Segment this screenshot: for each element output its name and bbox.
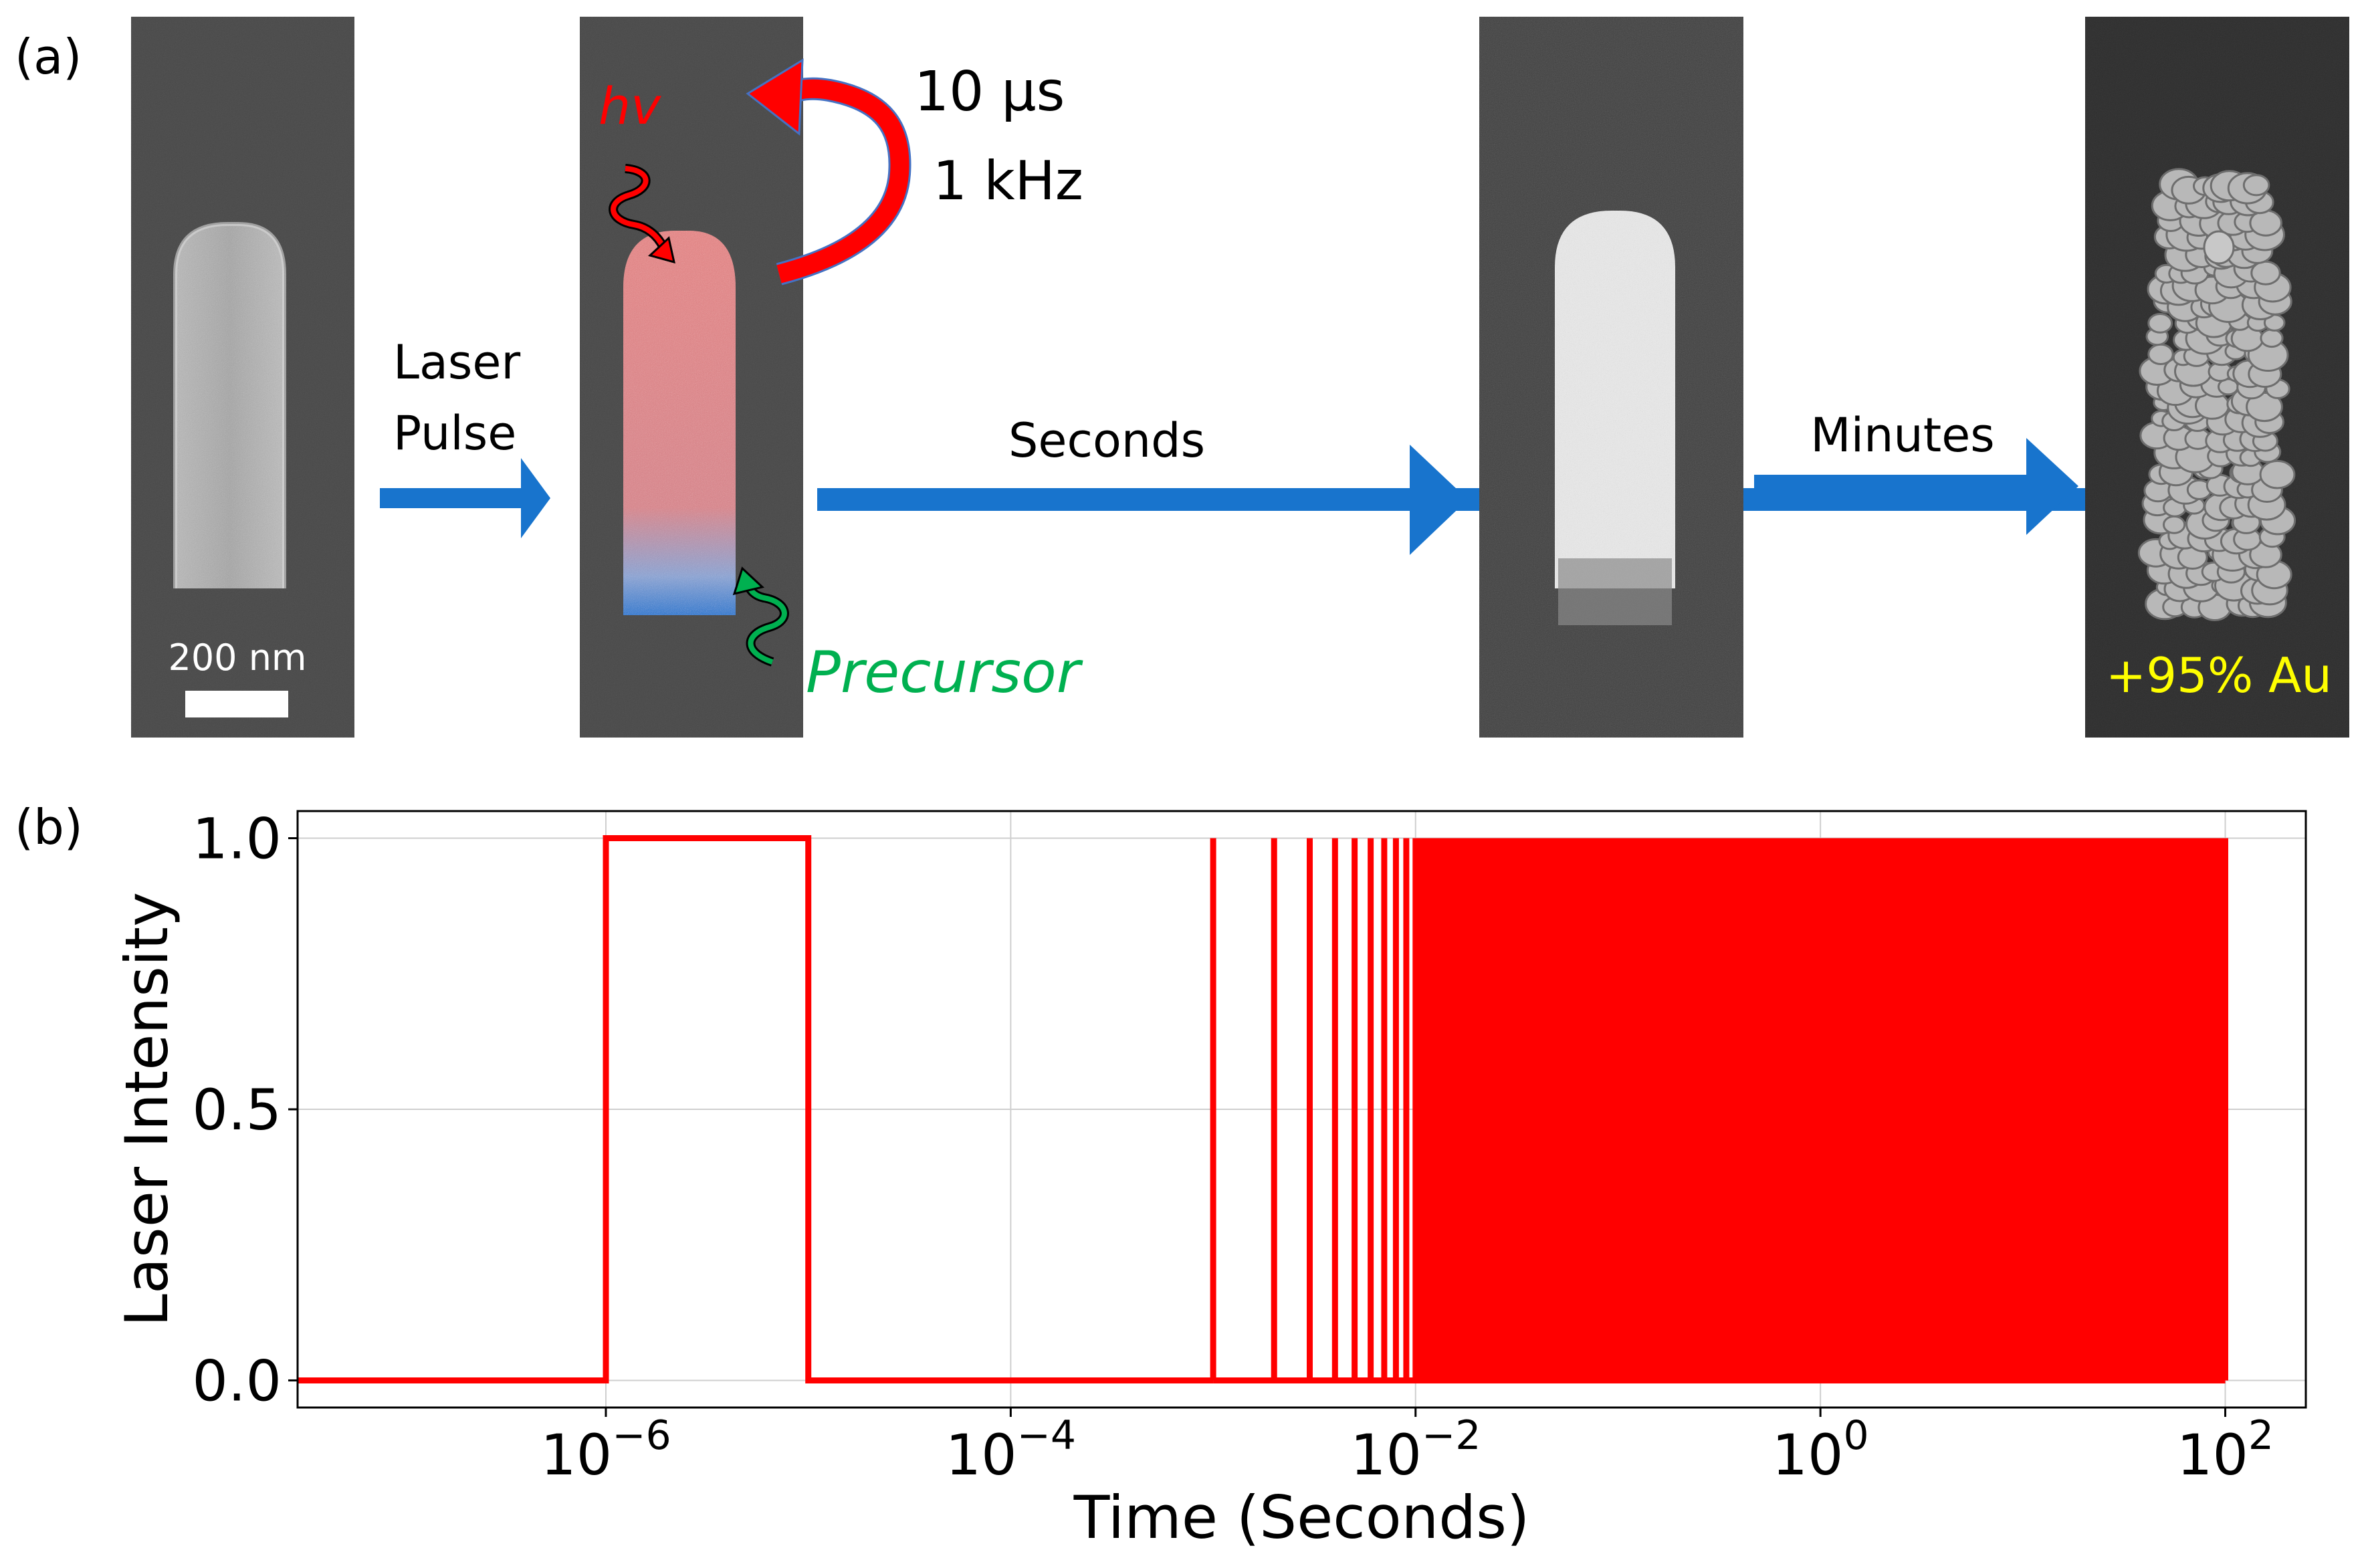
sem-image-seconds [1479, 17, 1743, 738]
composition-label: +95% Au [2106, 647, 2332, 703]
y-tick-label: 0.0 [192, 1348, 282, 1414]
pillar [175, 224, 284, 588]
x-tick-label: 10−4 [946, 1412, 1076, 1488]
minutes-label: Minutes [1810, 408, 1995, 463]
laser-pulse-label-line1: Laser [393, 335, 520, 390]
laser-intensity-chart: 10−6 10−4 10−2 100 102 0.0 0.5 1.0 Time (Secon… [112, 806, 2307, 1552]
panel-b-label: (b) [15, 799, 83, 855]
minutes-arrow [1754, 438, 2078, 535]
seconds-label: Seconds [1008, 413, 1205, 468]
pillar [623, 231, 736, 615]
y-tick-label: 1.0 [192, 806, 282, 872]
grain [2163, 515, 2186, 534]
sem-image-initial: 200 nm [131, 17, 354, 738]
pulse-width-label: 10 μs [914, 60, 1065, 124]
x-axis-ticks: 10−6 10−4 10−2 100 102 [540, 1408, 2274, 1488]
x-tick-label: 102 [2177, 1412, 2274, 1488]
precursor-arrow-icon [732, 566, 789, 667]
grain [2242, 174, 2270, 197]
rep-rate-label: 1 kHz [933, 150, 1083, 212]
grain [2147, 313, 2173, 334]
precursor-label: Precursor [806, 639, 1083, 706]
sem-image-illuminated [580, 17, 803, 738]
pillar [1555, 211, 1675, 588]
photon-arrow-icon [609, 164, 676, 264]
panel-a-label: (a) [15, 29, 82, 85]
y-axis-ticks: 0.0 0.5 1.0 [192, 806, 298, 1414]
x-tick-label: 10−2 [1350, 1412, 1481, 1488]
y-tick-label: 0.5 [192, 1077, 282, 1143]
grain [2147, 343, 2174, 366]
laser-pulse-label-line2: Pulse [393, 406, 516, 461]
x-tick-label: 100 [1772, 1412, 1869, 1488]
x-axis-label: Time (Seconds) [1073, 1483, 1530, 1552]
repetition-arrow-icon [746, 58, 911, 286]
grain [2203, 230, 2235, 265]
sem-image-minutes [2085, 17, 2349, 738]
scale-bar [185, 691, 288, 717]
hv-label: hv [599, 76, 661, 136]
gold-grains [2137, 168, 2296, 622]
series-line-first-pulse [298, 835, 1214, 1383]
dense-pulse-train [1415, 838, 2226, 1381]
y-axis-label: Laser Intensity [112, 892, 181, 1327]
chart-series [298, 835, 2228, 1383]
laser-pulse-arrow [380, 458, 550, 538]
x-tick-label: 10−6 [540, 1412, 671, 1488]
grain [2260, 328, 2284, 348]
scale-bar-label: 200 nm [168, 637, 306, 679]
grain [2259, 459, 2296, 489]
